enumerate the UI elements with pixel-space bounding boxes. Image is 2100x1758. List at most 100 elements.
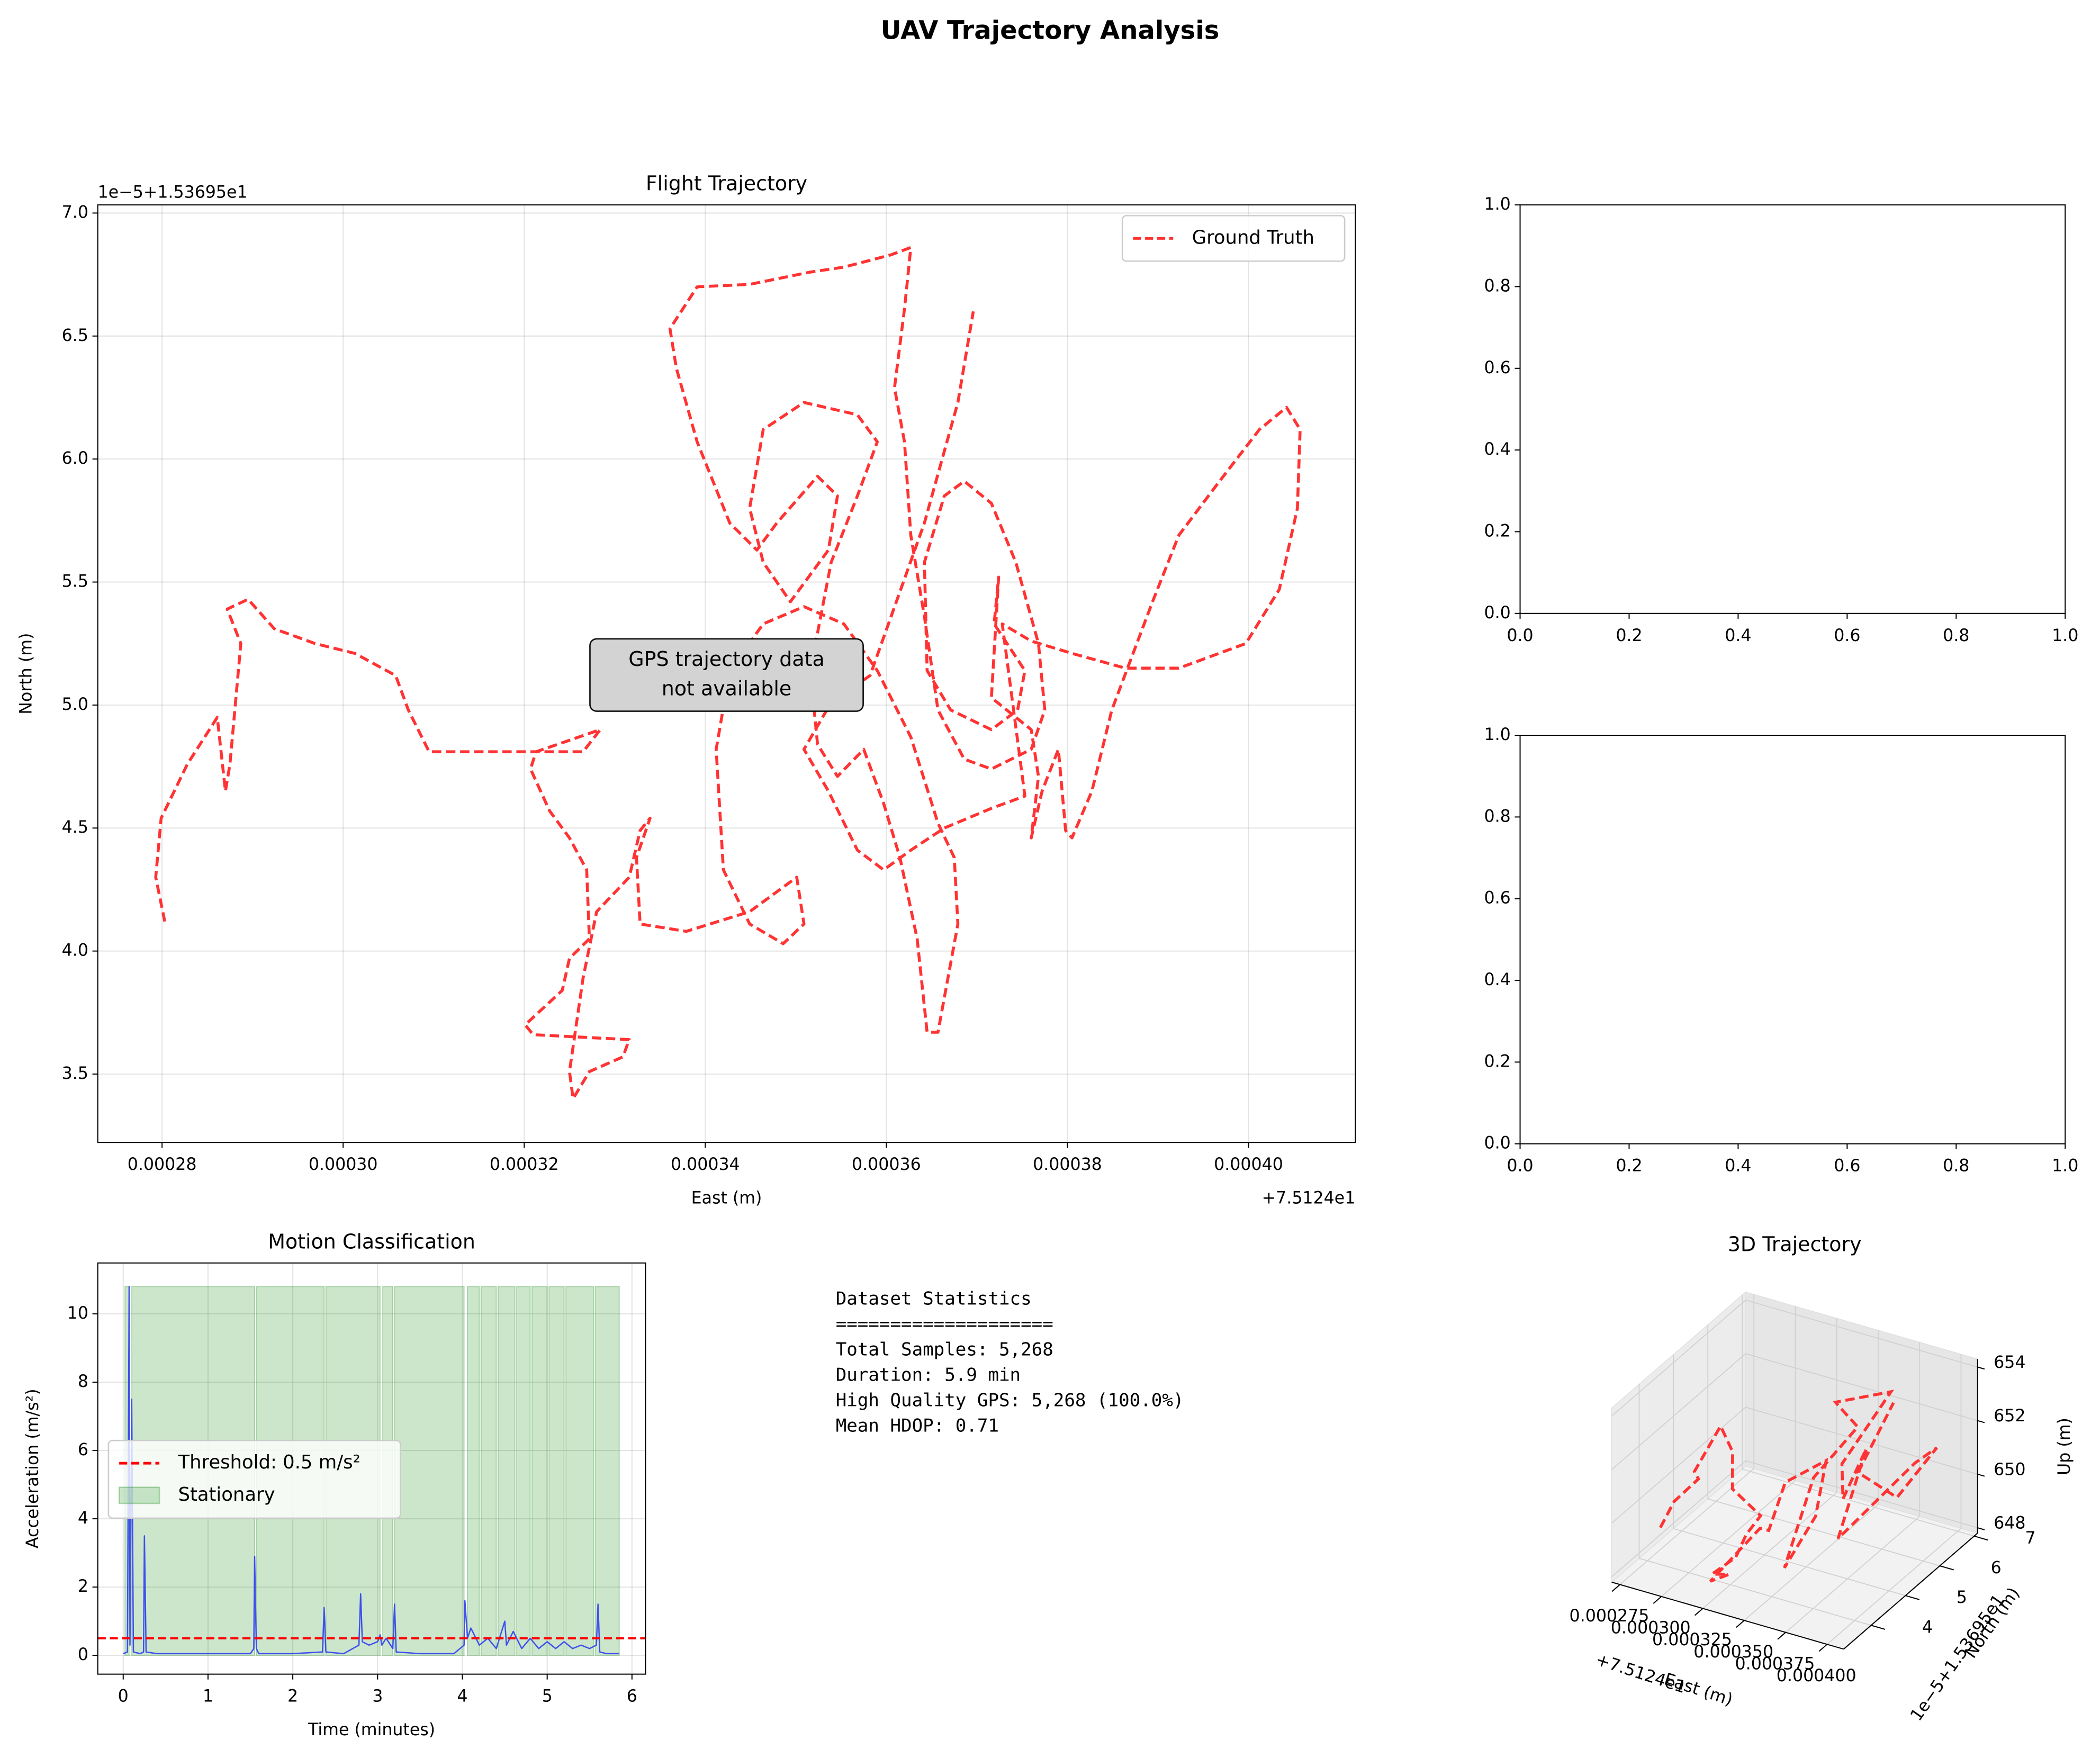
x-tick-label: 0.4 xyxy=(1725,626,1751,645)
x-tick-label: 0.0 xyxy=(1507,626,1533,645)
x-tick-label: 0.00030 xyxy=(309,1155,378,1174)
x-tick-label: 0.000300 xyxy=(1611,1619,1691,1638)
x-tick-label: 0 xyxy=(118,1687,129,1706)
legend-swatch xyxy=(118,1486,160,1504)
y-tick xyxy=(1973,1535,1988,1541)
y-tick-label: 5 xyxy=(1957,1588,1967,1607)
stationary-span xyxy=(497,1286,516,1656)
z-tick-label: 648 xyxy=(1994,1513,2025,1532)
stats-line: Total Samples: 5,268 xyxy=(836,1339,1053,1360)
grid-line xyxy=(1785,1516,1920,1633)
z-tick xyxy=(1977,1473,1985,1477)
legend-label: Ground Truth xyxy=(1192,227,1314,248)
y-tick-label: 5.0 xyxy=(62,695,88,714)
y-tick-label: 0.2 xyxy=(1484,521,1511,540)
y-tick-label: 2 xyxy=(78,1577,88,1596)
stationary-span xyxy=(594,1286,620,1656)
stats-rule: ==================== xyxy=(836,1313,1053,1335)
axes-frame xyxy=(1519,204,2066,614)
y-tick-label: 6 xyxy=(78,1440,88,1459)
z-tick-label: 654 xyxy=(1994,1353,2025,1372)
x-tick-label: 0.4 xyxy=(1725,1157,1751,1176)
z-tick xyxy=(1977,1420,1985,1423)
x-tick xyxy=(1653,1596,1662,1604)
grid-line xyxy=(1742,1468,1975,1537)
x-tick xyxy=(1818,1644,1828,1652)
y-tick-label: 6.0 xyxy=(62,449,88,468)
x-tick-label: 0.00040 xyxy=(1214,1155,1283,1174)
x-tick-label: 0.6 xyxy=(1834,626,1860,645)
stationary-span xyxy=(480,1286,497,1656)
x-tick-label: 0.8 xyxy=(1943,626,1969,645)
y-axis-label: North (m) xyxy=(17,633,36,715)
stationary-span xyxy=(467,1286,480,1656)
grid-line xyxy=(1744,1504,1879,1621)
grid-line xyxy=(1639,1558,1871,1626)
x-tick-label: 2 xyxy=(287,1687,298,1706)
x-tick-label: 6 xyxy=(627,1687,637,1706)
legend-label: Stationary xyxy=(178,1484,275,1505)
grid-line xyxy=(1611,1300,1746,1417)
x-axis-line xyxy=(1611,1581,1844,1650)
y-tick xyxy=(1905,1595,1920,1600)
x-axis-label: Time (minutes) xyxy=(308,1720,435,1739)
y-tick-label: 4.0 xyxy=(62,941,88,960)
grid-line xyxy=(1673,1528,1906,1597)
y-offset-label: 1e−5+1.53695e1 xyxy=(98,183,248,202)
x-tick-label: 0.2 xyxy=(1616,626,1642,645)
y-tick-label: 4.5 xyxy=(62,818,88,837)
x-tick-label: 0.00034 xyxy=(671,1155,740,1174)
grid-line xyxy=(1745,1353,1978,1421)
y-tick-label: 0.8 xyxy=(1484,276,1511,295)
legend-box xyxy=(1121,215,1346,262)
x-tick-label: 0.8 xyxy=(1943,1157,1969,1176)
grid-line xyxy=(1661,1480,1796,1597)
y-tick-label: 0.6 xyxy=(1484,889,1511,908)
grid-line xyxy=(1826,1528,1962,1645)
y-axis-label: Acceleration (m/s²) xyxy=(23,1389,42,1548)
y-axis-line xyxy=(1843,1532,1978,1650)
chart-title: 3D Trajectory xyxy=(1728,1232,1862,1256)
axes-frame xyxy=(1519,735,2066,1144)
x-tick xyxy=(1611,1584,1620,1592)
series-line xyxy=(154,246,1302,1101)
y-tick xyxy=(1871,1625,1886,1630)
grid-line xyxy=(1707,1498,1940,1566)
grid-line xyxy=(1745,1300,1978,1368)
annotation-text: GPS trajectory data xyxy=(628,647,825,671)
x-tick-label: 0.00036 xyxy=(852,1155,921,1174)
y-tick-label: 0.2 xyxy=(1484,1052,1511,1071)
y-tick-label: 0.0 xyxy=(1484,603,1511,623)
chart-title: Motion Classification xyxy=(268,1230,475,1253)
x-tick-label: 0.000350 xyxy=(1693,1643,1773,1662)
x-tick-label: 0.6 xyxy=(1834,1157,1860,1176)
y-tick-label: 0 xyxy=(78,1645,88,1664)
axes-frame xyxy=(97,1262,646,1675)
x-tick-label: 3 xyxy=(372,1687,383,1706)
x-tick-label: 0.000325 xyxy=(1652,1630,1732,1649)
x-tick-label: 0.00028 xyxy=(128,1155,197,1174)
grid-line xyxy=(1745,1407,1978,1475)
stationary-span xyxy=(565,1286,594,1656)
stats-title: Dataset Statistics xyxy=(836,1288,1032,1309)
x-tick-label: 1.0 xyxy=(2052,626,2078,645)
y-tick-label: 0.0 xyxy=(1484,1134,1511,1153)
x-tick-label: 0.0 xyxy=(1507,1157,1533,1176)
y-tick-label: 3.5 xyxy=(62,1064,88,1083)
chart-title: Flight Trajectory xyxy=(646,172,807,195)
grid-line xyxy=(1611,1460,1746,1577)
grid-line xyxy=(1702,1492,1837,1609)
y-offset-label: 1e−5+1.53695e1 xyxy=(1907,1591,2008,1724)
series-line xyxy=(123,1286,619,1655)
stationary-span xyxy=(548,1286,565,1656)
y-tick xyxy=(1940,1565,1954,1571)
x-offset-label: +7.5124e1 xyxy=(1262,1188,1356,1207)
y-tick-label: 6.5 xyxy=(62,326,88,345)
legend-box xyxy=(107,1439,401,1519)
stats-line: Mean HDOP: 0.71 xyxy=(836,1416,999,1437)
y-tick-label: 4 xyxy=(1922,1618,1933,1637)
legend-label: Threshold: 0.5 m/s² xyxy=(177,1452,360,1473)
y-tick-label: 1.0 xyxy=(1484,725,1511,744)
y-tick-label: 5.5 xyxy=(62,572,88,591)
